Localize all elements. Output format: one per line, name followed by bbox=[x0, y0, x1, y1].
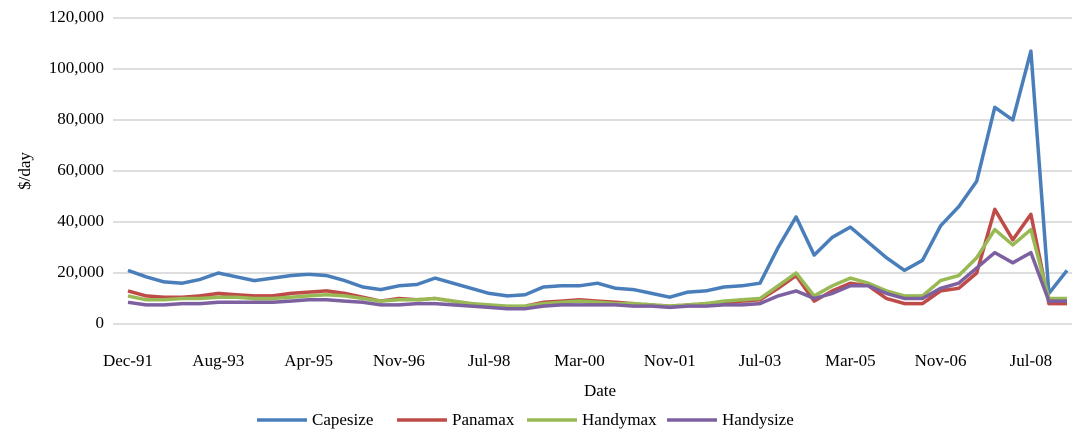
y-tick-label: 40,000 bbox=[57, 211, 104, 230]
x-tick-label: Mar-05 bbox=[825, 351, 876, 370]
y-tick-label: 80,000 bbox=[57, 109, 104, 128]
legend-label: Panamax bbox=[452, 410, 515, 429]
x-tick-label: Jul-03 bbox=[739, 351, 782, 370]
x-tick-label: Apr-95 bbox=[284, 351, 333, 370]
series-line bbox=[127, 227, 1067, 308]
legend-label: Capesize bbox=[312, 410, 373, 429]
x-tick-label: Jul-98 bbox=[468, 351, 511, 370]
x-tick-label: Nov-96 bbox=[373, 351, 425, 370]
y-tick-label: 20,000 bbox=[57, 262, 104, 281]
series-line bbox=[127, 250, 1067, 311]
series-line bbox=[127, 49, 1069, 299]
y-tick-label: 120,000 bbox=[49, 7, 104, 26]
legend-label: Handysize bbox=[722, 410, 794, 429]
y-tick-label: 0 bbox=[96, 313, 105, 332]
y-axis-label: $/day bbox=[15, 152, 34, 190]
x-tick-label: Jul-08 bbox=[1010, 351, 1053, 370]
x-tick-label: Nov-01 bbox=[644, 351, 696, 370]
legend-label: Handymax bbox=[582, 410, 657, 429]
x-tick-label: Nov-06 bbox=[915, 351, 967, 370]
x-axis-label: Date bbox=[584, 381, 616, 400]
x-tick-label: Dec-91 bbox=[103, 351, 153, 370]
x-tick-label: Mar-00 bbox=[554, 351, 605, 370]
y-tick-label: 60,000 bbox=[57, 160, 104, 179]
y-tick-label: 100,000 bbox=[49, 58, 104, 77]
x-tick-label: Aug-93 bbox=[192, 351, 244, 370]
